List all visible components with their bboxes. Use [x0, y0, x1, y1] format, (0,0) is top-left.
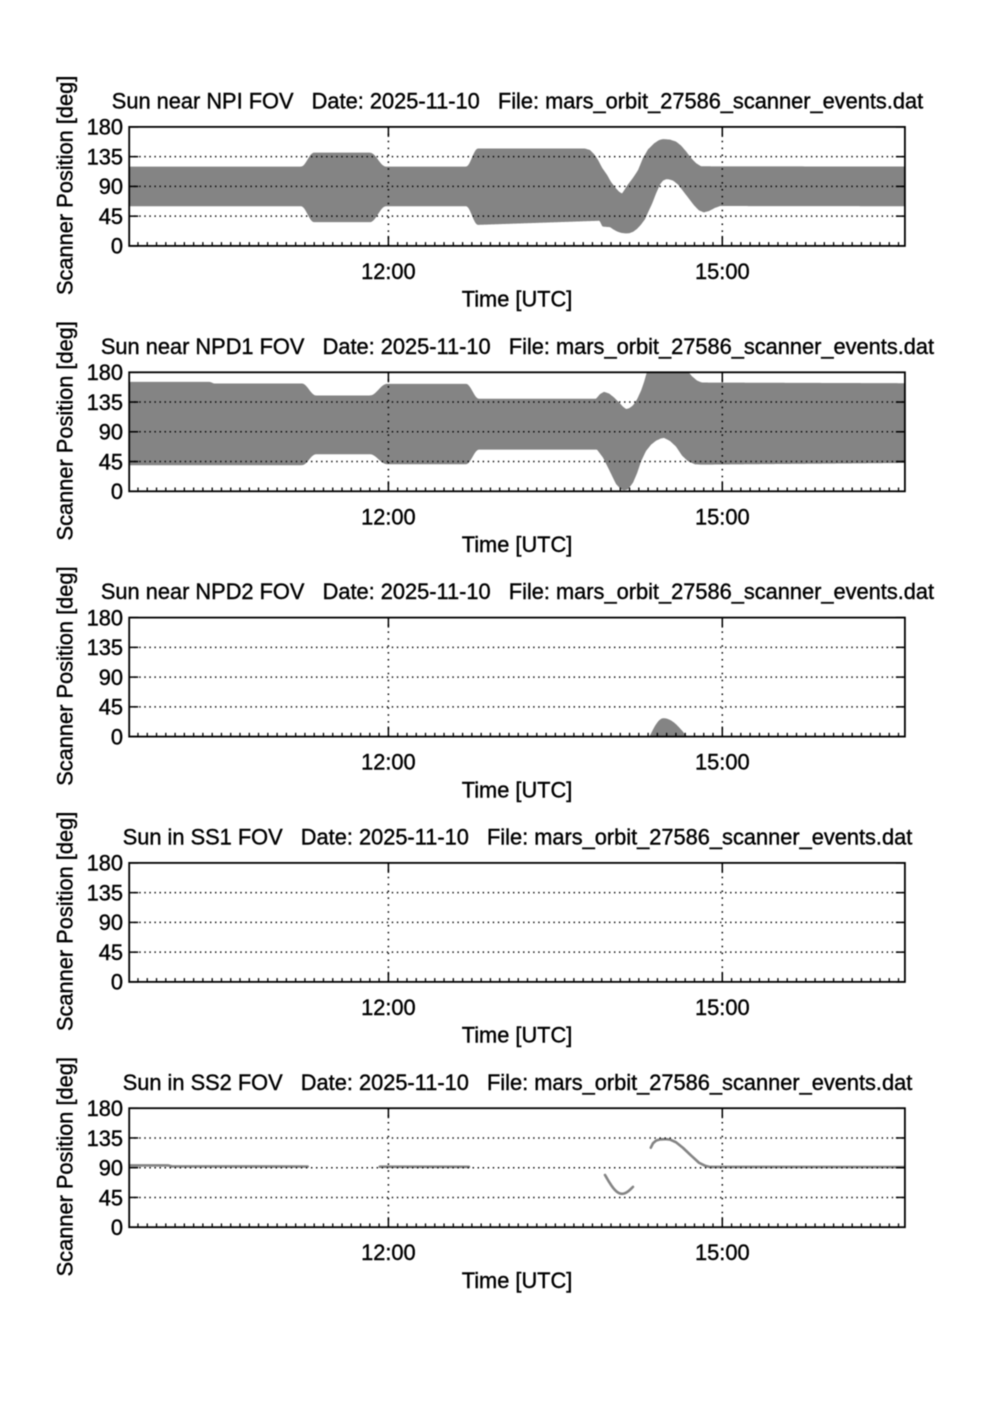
- svg-text:12:00: 12:00: [361, 995, 416, 1020]
- svg-text:Scanner Position [deg]: Scanner Position [deg]: [53, 76, 78, 295]
- svg-text:45: 45: [99, 1185, 123, 1210]
- svg-text:Sun in SS2 FOV Date: 2025-11: Sun in SS2 FOV Date: 2025-11-10 File: ma…: [123, 1070, 913, 1095]
- svg-text:90: 90: [99, 910, 123, 935]
- svg-text:135: 135: [87, 880, 123, 905]
- svg-text:Sun in SS1 FOV Date: 2025-11: Sun in SS1 FOV Date: 2025-11-10 File: ma…: [123, 825, 913, 850]
- svg-text:45: 45: [99, 204, 123, 229]
- svg-text:0: 0: [111, 970, 123, 995]
- svg-text:15:00: 15:00: [695, 259, 750, 284]
- svg-text:Sun near NPD1 FOV Date: 2025: Sun near NPD1 FOV Date: 2025-11-10 File:…: [101, 334, 934, 359]
- svg-text:0: 0: [111, 724, 123, 749]
- svg-text:180: 180: [87, 115, 123, 140]
- svg-text:45: 45: [99, 940, 123, 965]
- svg-text:135: 135: [87, 390, 123, 415]
- svg-text:90: 90: [99, 665, 123, 690]
- svg-text:180: 180: [87, 851, 123, 876]
- svg-text:45: 45: [99, 449, 123, 474]
- svg-text:0: 0: [111, 1215, 123, 1240]
- svg-text:15:00: 15:00: [695, 504, 750, 529]
- svg-text:Time [UTC]: Time [UTC]: [462, 532, 573, 557]
- svg-text:Sun near NPI FOV Date: 2025-: Sun near NPI FOV Date: 2025-11-10 File: …: [112, 89, 923, 114]
- svg-text:Scanner Position [deg]: Scanner Position [deg]: [53, 566, 78, 785]
- svg-text:Scanner Position [deg]: Scanner Position [deg]: [53, 812, 78, 1031]
- svg-text:Scanner Position [deg]: Scanner Position [deg]: [53, 321, 78, 540]
- svg-text:180: 180: [87, 1096, 123, 1121]
- svg-text:45: 45: [99, 695, 123, 720]
- svg-text:Time [UTC]: Time [UTC]: [462, 777, 573, 802]
- svg-text:12:00: 12:00: [361, 1240, 416, 1265]
- svg-text:Time [UTC]: Time [UTC]: [462, 287, 573, 312]
- svg-text:15:00: 15:00: [695, 995, 750, 1020]
- svg-text:15:00: 15:00: [695, 1240, 750, 1265]
- svg-text:12:00: 12:00: [361, 750, 416, 775]
- svg-text:Time [UTC]: Time [UTC]: [462, 1268, 573, 1293]
- svg-text:15:00: 15:00: [695, 750, 750, 775]
- svg-text:0: 0: [111, 234, 123, 259]
- svg-text:180: 180: [87, 360, 123, 385]
- svg-text:90: 90: [99, 174, 123, 199]
- svg-text:135: 135: [87, 144, 123, 169]
- svg-text:Scanner Position [deg]: Scanner Position [deg]: [53, 1057, 78, 1276]
- svg-text:135: 135: [87, 1126, 123, 1151]
- svg-text:Sun near NPD2 FOV Date: 2025: Sun near NPD2 FOV Date: 2025-11-10 File:…: [101, 579, 934, 604]
- svg-text:Time [UTC]: Time [UTC]: [462, 1023, 573, 1048]
- svg-text:90: 90: [99, 420, 123, 445]
- svg-text:0: 0: [111, 479, 123, 504]
- svg-text:12:00: 12:00: [361, 504, 416, 529]
- svg-text:180: 180: [87, 605, 123, 630]
- svg-text:135: 135: [87, 635, 123, 660]
- svg-text:90: 90: [99, 1156, 123, 1181]
- svg-text:12:00: 12:00: [361, 259, 416, 284]
